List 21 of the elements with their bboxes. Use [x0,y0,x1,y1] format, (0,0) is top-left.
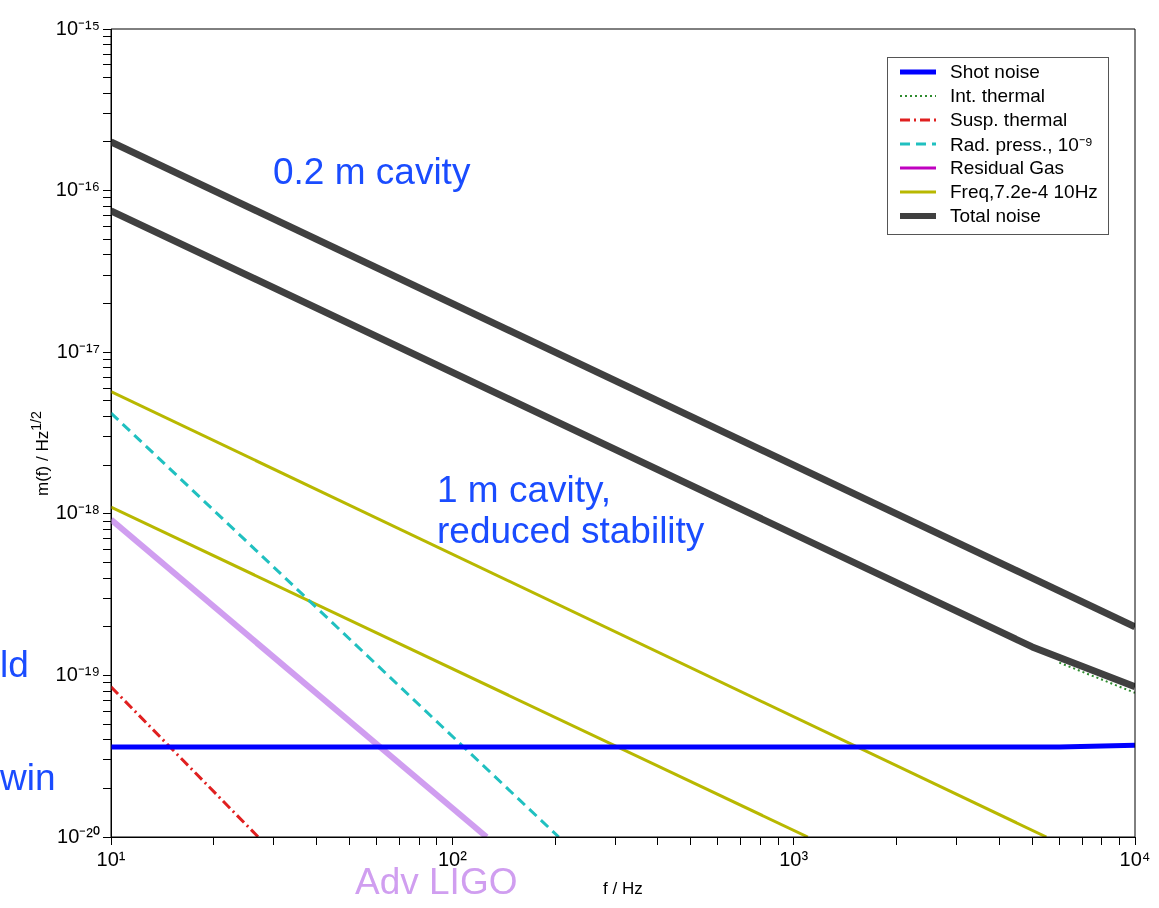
y-tick-label: 10⁻¹⁵ [55,16,100,39]
legend-label: Rad. press., 10⁻⁹ [950,133,1093,157]
legend-label: Freq,7.2e-4 10Hz [950,181,1098,203]
legend-label: Susp. thermal [950,109,1068,131]
y-tick-label: 10⁻²⁰ [57,824,100,847]
y-tick-label: 10⁻¹⁷ [56,339,100,362]
annotation: 1 m cavity, reduced stability [437,469,705,552]
text: win [0,757,56,799]
y-tick-label: 10⁻¹⁹ [55,662,100,685]
x-axis-title: f / Hz [603,879,643,899]
x-tick-label: 10¹ [96,847,126,870]
legend-label: Total noise [950,205,1041,227]
annotation: 0.2 m cavity [273,151,471,193]
x-tick-label: 10⁴ [1119,847,1151,870]
y-tick-label: 10⁻¹⁶ [55,178,100,201]
legend-label: Residual Gas [950,157,1065,179]
x-tick-label: 10³ [779,847,809,870]
y-tick-label: 10⁻¹⁸ [55,501,100,524]
legend-label: Int. thermal [950,85,1046,107]
legend-label: Shot noise [950,61,1040,83]
text: ld [0,644,29,686]
